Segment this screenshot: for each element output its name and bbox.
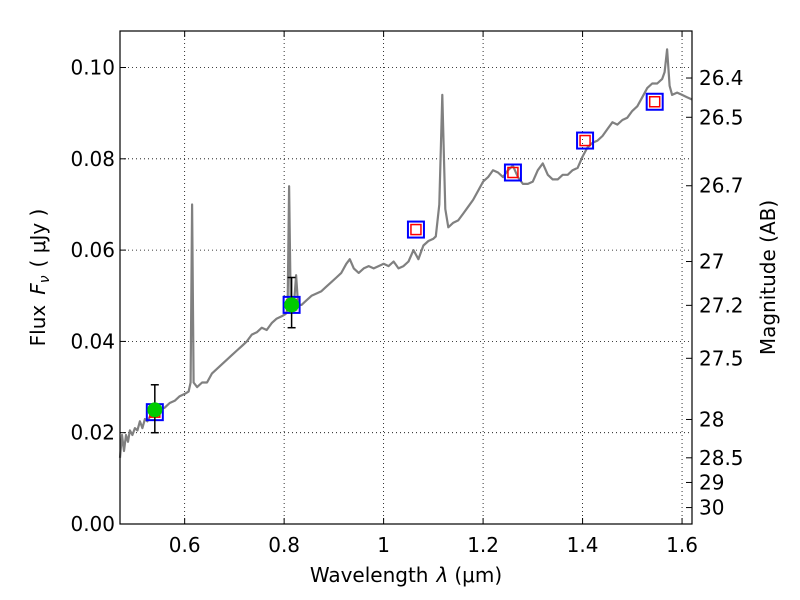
- observed-layer: [147, 276, 300, 434]
- y2-tick-label: 26.5: [699, 105, 744, 129]
- ticks-layer: 0.6 0.8 1 1.2 1.4 1.6 0.00 0.02 0.04 0.06 0.08 0.10…: [70, 31, 744, 557]
- spectrum-line: [118, 48, 693, 458]
- observed-point: [147, 402, 163, 418]
- y2-tick-label: 27.2: [699, 293, 744, 317]
- spectrum-layer: [118, 48, 693, 458]
- y2-tick-label: 27.5: [699, 346, 744, 370]
- y2-tick-label: 28: [699, 407, 724, 431]
- y2-tick-label: 26.7: [699, 174, 744, 198]
- model-photometry-marker: [576, 131, 595, 150]
- x-tick-label: 1: [377, 533, 390, 557]
- model-photometry-marker: [406, 220, 425, 239]
- model-photometry-inner-marker: [648, 96, 661, 108]
- y-tick-label: 0.00: [70, 512, 115, 536]
- x-axis-label: Wavelength λ (μm): [310, 563, 502, 587]
- model-photometry-marker: [503, 163, 522, 182]
- model-photometry-layer: [145, 92, 664, 422]
- x-tick-label: 1.4: [567, 533, 599, 557]
- y2-tick-label: 29: [699, 470, 724, 494]
- y-tick-label: 0.10: [70, 56, 115, 80]
- x-tick-label: 0.8: [268, 533, 300, 557]
- model-photometry-inner-marker: [507, 166, 519, 179]
- plot-frame: [119, 30, 693, 525]
- y2-tick-label: 27: [699, 250, 724, 274]
- y-axis-label: FluxFν( μJy ): [26, 209, 53, 347]
- y2-tick-label: 30: [699, 496, 724, 520]
- y2-tick-label: 28.5: [699, 446, 744, 470]
- y-tick-label: 0.06: [70, 238, 115, 262]
- x-tick-label: 1.6: [666, 533, 698, 557]
- x-tick-label: 1.2: [467, 533, 499, 557]
- y2-tick-label: 26.4: [699, 66, 744, 90]
- model-photometry-inner-marker: [579, 134, 591, 147]
- y-tick-label: 0.08: [70, 147, 115, 171]
- y2-axis-label: Magnitude (AB): [756, 200, 780, 355]
- y-tick-label: 0.04: [70, 329, 115, 353]
- y-tick-label: 0.02: [70, 421, 115, 445]
- model-photometry-inner-marker: [410, 223, 422, 236]
- x-tick-label: 0.6: [169, 533, 201, 557]
- grid-lines: [120, 31, 692, 525]
- model-photometry-marker: [645, 92, 664, 111]
- observed-point: [284, 297, 300, 313]
